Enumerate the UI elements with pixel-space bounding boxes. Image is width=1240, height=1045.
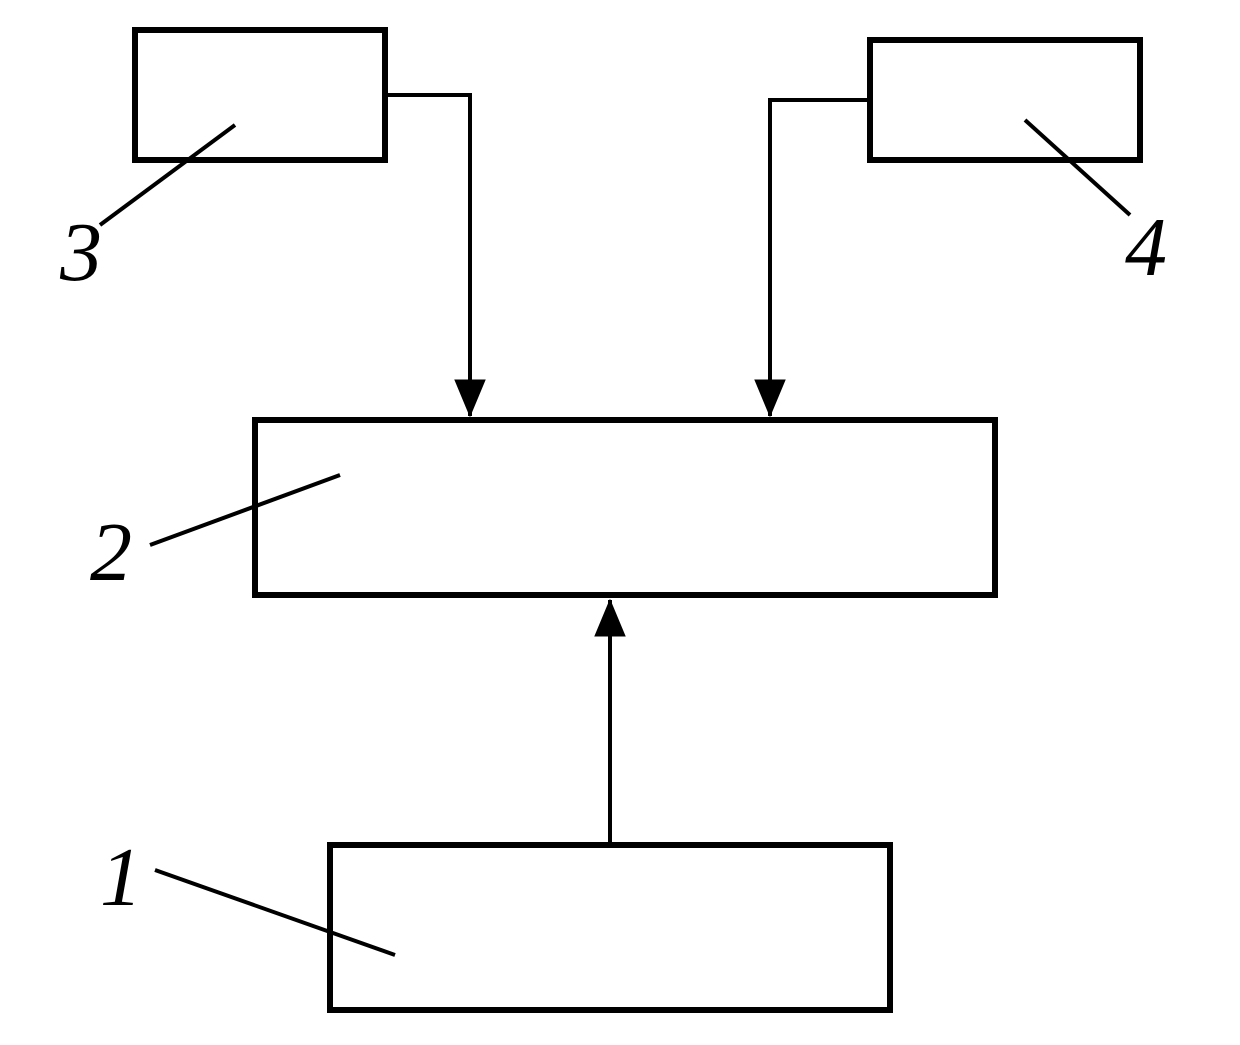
label-l3: 3 [59, 206, 102, 299]
label-l2: 2 [90, 506, 132, 599]
label-l4: 4 [1125, 201, 1167, 294]
arrowhead [595, 600, 625, 636]
connector-c4_to_2 [770, 100, 870, 416]
box-b2 [255, 420, 995, 595]
label-l1: 1 [100, 831, 142, 924]
connector-c3_to_2 [385, 95, 470, 416]
arrowhead [455, 380, 485, 416]
box-b1 [330, 845, 890, 1010]
box-b4 [870, 40, 1140, 160]
arrowhead [755, 380, 785, 416]
box-b3 [135, 30, 385, 160]
